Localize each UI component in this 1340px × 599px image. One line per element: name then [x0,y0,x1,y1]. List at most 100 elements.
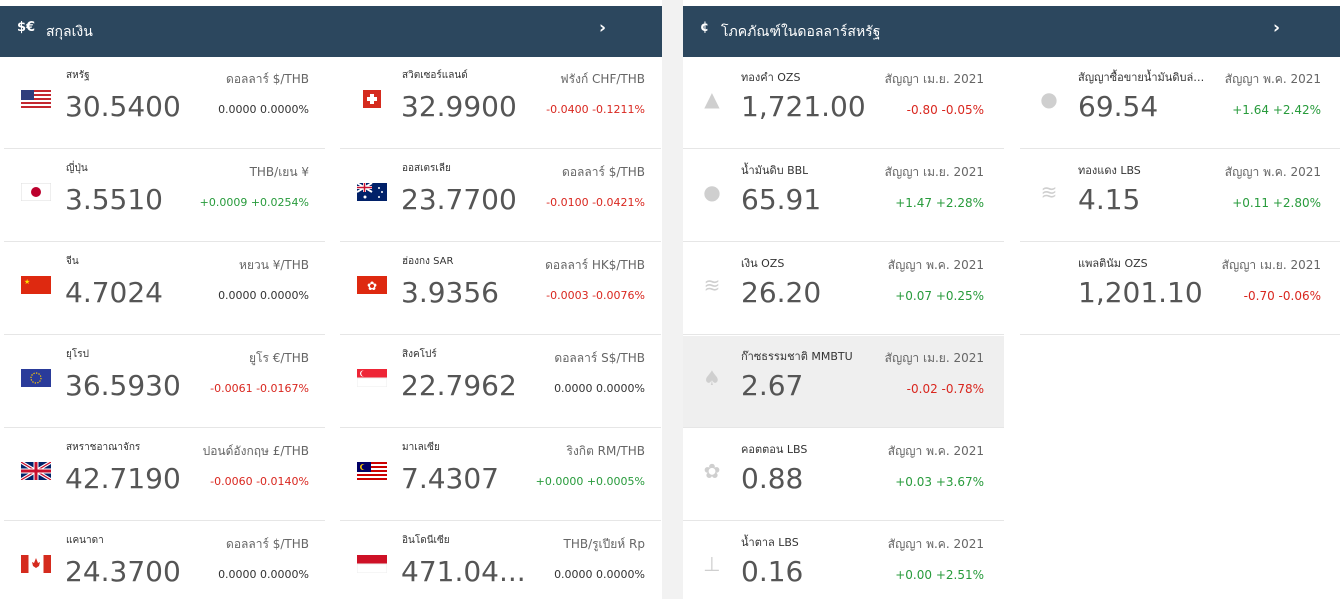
chevron-right-icon[interactable]: › [1273,18,1281,38]
currency-unit: THB/เยน ¥ [249,165,309,179]
currency-title: สกุลเงิน [46,24,93,40]
currency-name: สิงคโปร์ [402,349,437,360]
flag-eu-icon [21,369,51,387]
commodity-header[interactable]: ¢ โภคภัณฑ์ในดอลลาร์สหรัฐ › [683,6,1340,57]
currency-unit: ดอลลาร์ HK$/THB [545,258,645,272]
currency-card-id[interactable]: อินโดนีเซีย 471.04... THB/รูเปียห์ Rp 0.000… [340,522,661,599]
currency-card-ca[interactable]: แคนาดา 24.3700 ดอลลาร์ $/THB 0.0000 0.0000% [4,522,325,599]
flag-gb-icon [21,462,51,480]
currency-card-ch[interactable]: สวิตเซอร์แลนด์ 32.9900 ฟรังก์ CHF/THB -0.04… [340,57,661,149]
currency-change: 0.0000 0.0000% [554,568,645,581]
commodity-change: -0.80 -0.05% [906,103,984,117]
commodity-value: 4.15 [1078,183,1141,216]
currency-value: 4.7024 [65,276,163,309]
currency-value: 36.5930 [65,369,181,402]
currency-card-sg[interactable]: สิงคโปร์ 22.7962 ดอลลาร์ S$/THB 0.0000 0.00… [340,336,661,428]
commodity-change: +0.11 +2.80% [1232,196,1321,210]
sugar-icon: ⊥ [703,552,721,576]
flag-us-icon [21,90,51,108]
commodity-contract: สัญญา พ.ค. 2021 [887,258,984,272]
coin-stack-icon: ≋ [703,273,721,297]
commodity-contract: สัญญา พ.ค. 2021 [1224,72,1321,86]
currency-name: ญี่ปุ่น [66,163,88,174]
commodity-value: 0.88 [741,462,804,495]
currency-change: 0.0000 0.0000% [218,568,309,581]
currency-card-gb[interactable]: สหราชอาณาจักร 42.7190 ปอนด์อังกฤษ £/THB -0.… [4,429,325,521]
commodity-name: แพลตินัม OZS [1078,257,1148,270]
currency-value: 471.04... [401,555,526,588]
currency-card-cn[interactable]: ★ จีน 4.7024 หยวน ¥/THB 0.0000 0.0000% [4,243,325,335]
currency-card-us[interactable]: สหรัฐ 30.5400 ดอลลาร์ $/THB 0.0000 0.0000% [4,57,325,149]
commodity-card[interactable]: ♠ ก๊าซธรรมชาติ MMBTU 2.67 สัญญา เม.ย. 2021 -… [683,336,1004,428]
commodity-card[interactable]: แพลตินัม OZS 1,201.10 สัญญา เม.ย. 2021 -0.7… [1020,243,1340,335]
currency-name: ยุโรป [66,349,89,360]
commodity-value: 26.20 [741,276,822,309]
commodity-card[interactable]: ✿ คอตตอน LBS 0.88 สัญญา พ.ค. 2021 +0.03 +3.6… [683,429,1004,521]
currency-value: 7.4307 [401,462,499,495]
commodity-contract: สัญญา เม.ย. 2021 [884,351,984,365]
commodity-card[interactable]: ≋ เงิน OZS 26.20 สัญญา พ.ค. 2021 +0.07 +0.25… [683,243,1004,335]
commodity-name: น้ำตาล LBS [741,536,799,549]
panel-divider [662,0,683,599]
currency-value: 30.5400 [65,90,181,123]
currency-name: สหรัฐ [66,70,90,81]
gold-bars-icon: ▲ [704,87,720,111]
flag-id-icon [357,555,387,573]
flag-jp-icon [21,183,51,201]
commodity-card[interactable]: ≋ ทองแดง LBS 4.15 สัญญา พ.ค. 2021 +0.11 +2.8… [1020,150,1340,242]
flag-hk-icon: ✿ [357,276,387,294]
currency-unit: ดอลลาร์ $/THB [226,537,309,551]
currency-card-eu[interactable]: ยุโรป 36.5930 ยูโร €/THB -0.0061 -0.0167% [4,336,325,428]
commodity-change: +0.00 +2.51% [895,568,984,582]
commodity-name: น้ำมันดิบ BBL [741,164,809,177]
currency-unit: ฟรังก์ CHF/THB [560,72,645,86]
currency-card-jp[interactable]: ญี่ปุ่น 3.5510 THB/เยน ¥ +0.0009 +0.0254% [4,150,325,242]
commodity-change: +0.07 +0.25% [895,289,984,303]
currency-name: อินโดนีเซีย [402,535,450,546]
currency-value: 42.7190 [65,462,181,495]
commodity-panel: ¢ โภคภัณฑ์ในดอลลาร์สหรัฐ › ▲ ทองคำ OZS 1,7… [683,0,1340,599]
currency-unit: THB/รูเปียห์ Rp [563,537,645,551]
currency-value: 22.7962 [401,369,517,402]
commodity-contract: สัญญา พ.ค. 2021 [1224,165,1321,179]
currency-card-au[interactable]: ออสเตรเลีย 23.7700 ดอลลาร์ $/THB -0.0100 -0… [340,150,661,242]
commodity-name: สัญญาซื้อขายน้ำมันดิบล่วง... [1078,71,1208,84]
commodity-card[interactable]: ▲ ทองคำ OZS 1,721.00 สัญญา เม.ย. 2021 -0.80 … [683,57,1004,149]
commodity-value: 0.16 [741,555,804,588]
commodity-change: -0.02 -0.78% [906,382,984,396]
commodity-change: -0.70 -0.06% [1243,289,1321,303]
currency-name: แคนาดา [66,535,104,546]
currency-value: 24.3700 [65,555,181,588]
commodity-change: +1.64 +2.42% [1232,103,1321,117]
currency-card-my[interactable]: มาเลเซีย 7.4307 ริงกิต RM/THB +0.0000 +0.00… [340,429,661,521]
commodity-card[interactable]: ⊥ น้ำตาล LBS 0.16 สัญญา พ.ค. 2021 +0.00 +2.5… [683,522,1004,599]
flag-au-icon [357,183,387,201]
commodity-contract: สัญญา เม.ย. 2021 [884,165,984,179]
currency-change: +0.0009 +0.0254% [199,196,309,209]
currency-name: สหราชอาณาจักร [66,442,141,453]
commodity-value: 2.67 [741,369,804,402]
commodity-value: 69.54 [1078,90,1159,123]
cotton-icon: ✿ [703,459,721,483]
currency-change: -0.0003 -0.0076% [546,289,645,302]
currency-unit: ดอลลาร์ $/THB [226,72,309,86]
currency-value: 3.5510 [65,183,163,216]
currency-header[interactable]: $€ สกุลเงิน › [0,6,662,57]
coin-stack-icon: ≋ [1040,180,1058,204]
commodity-card[interactable]: ● น้ำมันดิบ BBL 65.91 สัญญา เม.ย. 2021 +1.47… [683,150,1004,242]
flag-my-icon [357,462,387,480]
currency-name: ออสเตรเลีย [402,163,451,174]
currency-name: ฮ่องกง SAR [402,256,454,267]
currency-unit: ริงกิต RM/THB [566,444,646,458]
svg-text:✿: ✿ [367,279,377,293]
commodity-card[interactable]: ● สัญญาซื้อขายน้ำมันดิบล่วง... 69.54 สัญญา … [1020,57,1340,149]
flag-ch-icon [357,90,387,108]
flag-sg-icon [357,369,387,387]
commodity-change: +1.47 +2.28% [895,196,984,210]
commodity-name: คอตตอน LBS [741,443,808,456]
commodity-value: 1,721.00 [741,90,866,123]
currency-value: 23.7700 [401,183,517,216]
chevron-right-icon[interactable]: › [599,18,607,38]
currency-card-hk[interactable]: ✿ ฮ่องกง SAR 3.9356 ดอลลาร์ HK$/THB -0.0003 … [340,243,661,335]
commodity-contract: สัญญา พ.ค. 2021 [887,444,984,458]
